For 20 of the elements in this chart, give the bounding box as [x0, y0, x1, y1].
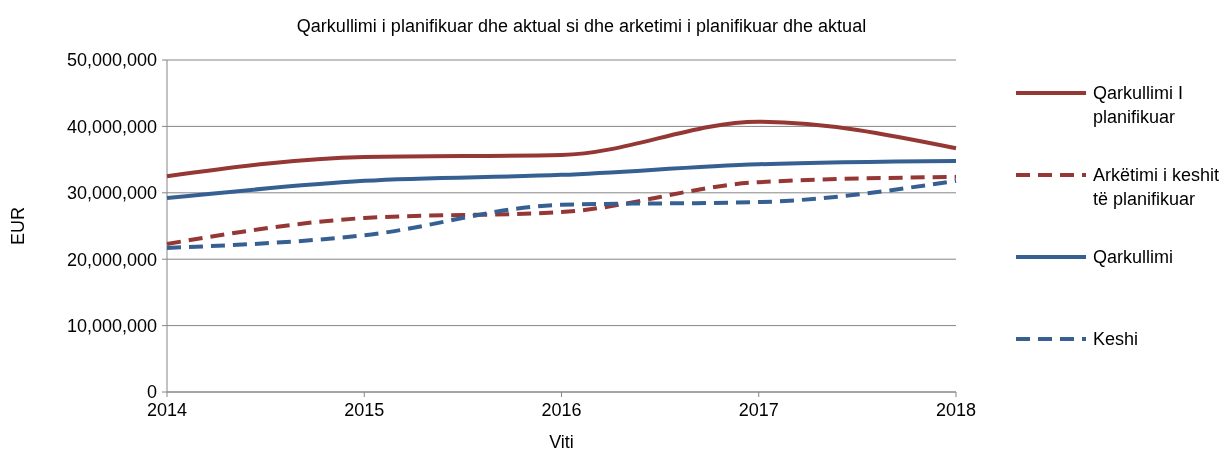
- legend-label: Qarkullimi I planifikuar: [1093, 83, 1184, 127]
- x-tick-label: 2015: [344, 400, 385, 420]
- y-tick-label: 10,000,000: [66, 315, 157, 336]
- y-tick-label: 50,000,000: [66, 50, 157, 71]
- line-series: [165, 158, 958, 201]
- x-tick-label: 2018: [935, 400, 977, 420]
- legend-label: Keshi: [1093, 329, 1139, 350]
- x-tick-label: 2016: [541, 400, 582, 420]
- x-tick-label: 2017: [738, 400, 779, 420]
- line-series: [165, 119, 958, 179]
- y-tick-label: 0: [146, 382, 157, 403]
- chart-title: Qarkullimi i planifikuar dhe aktual si dhe arketimi i planifikuar dhe aktual: [296, 16, 867, 36]
- x-axis-title: Viti: [549, 432, 574, 452]
- legend-label: Arkëtimi i keshit të planifikuar: [1093, 165, 1220, 209]
- x-tick-label: 2014: [146, 400, 188, 420]
- y-tick-label: 40,000,000: [66, 116, 157, 137]
- y-tick-label: 20,000,000: [66, 249, 157, 270]
- y-axis-title: EUR: [8, 206, 28, 246]
- legend-label: Qarkullimi: [1093, 247, 1174, 268]
- y-tick-label: 30,000,000: [66, 183, 157, 204]
